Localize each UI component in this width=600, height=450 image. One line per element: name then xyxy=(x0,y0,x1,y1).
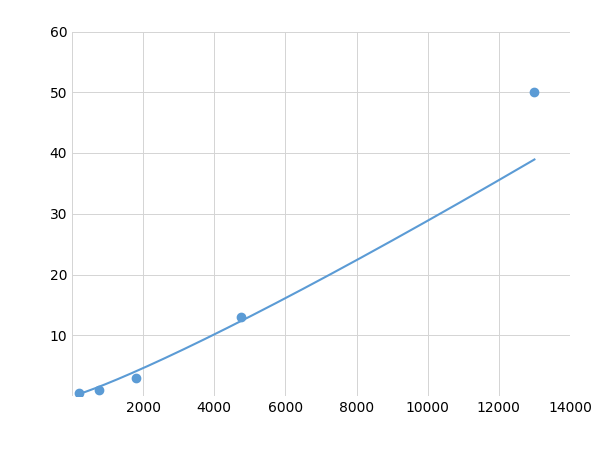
Point xyxy=(530,89,539,96)
Point xyxy=(131,374,141,382)
Point xyxy=(236,313,246,320)
Point xyxy=(74,389,84,396)
Point xyxy=(94,386,103,393)
